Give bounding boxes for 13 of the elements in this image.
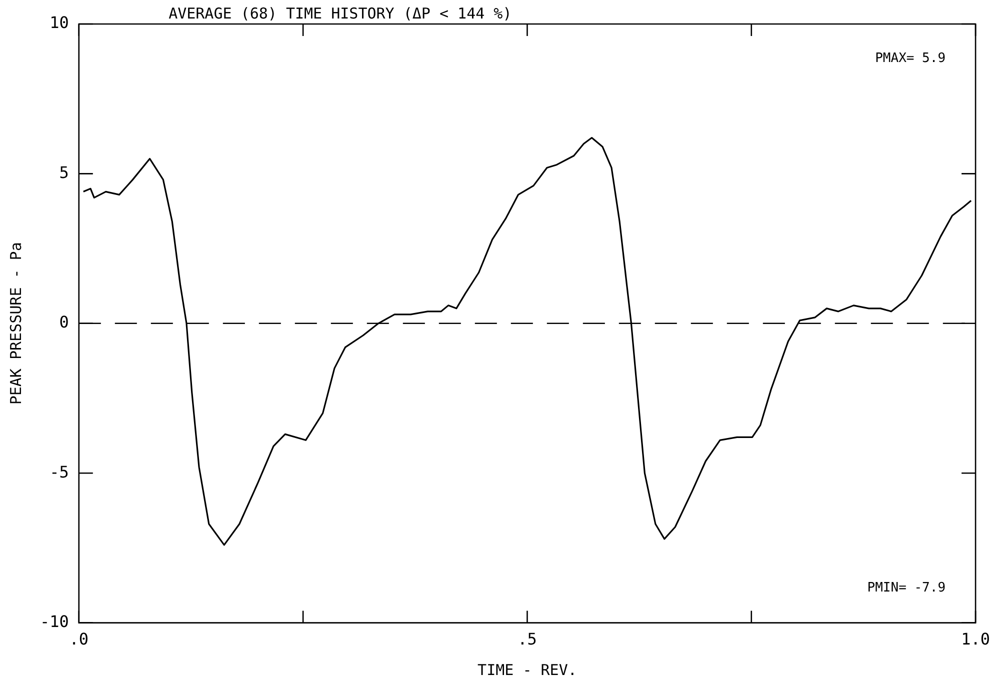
x-tick-label: .5 [518,630,537,649]
x-axis-title: TIME - REV. [478,660,577,679]
y-tick-label: -5 [50,462,69,482]
annotation: PMAX= 5.9 [875,50,946,66]
chart-title: AVERAGE (68) TIME HISTORY (ΔP < 144 %) [168,4,512,22]
annotation: PMIN= -7.9 [867,580,946,596]
y-tick-label: 10 [50,13,69,32]
y-tick-label: 0 [59,312,69,332]
x-tick-label: 1.0 [961,630,990,649]
x-tick-label: .0 [69,630,89,649]
y-tick-label: 5 [59,162,69,182]
y-axis-title: PEAK PRESSURE - Pa [6,242,25,405]
y-tick-label: -10 [40,612,69,631]
